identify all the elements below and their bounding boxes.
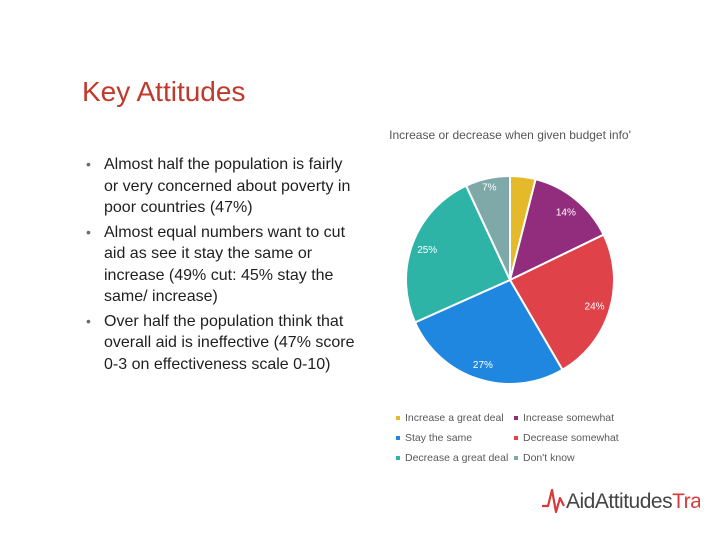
pie-label: 24% [585,302,605,313]
legend-item: Increase a great deal [396,412,514,424]
legend-swatch [396,416,400,420]
pie-label: 7% [482,183,497,194]
legend-item: Decrease somewhat [514,432,674,444]
legend-item: Increase somewhat [514,412,674,424]
aid-attitudes-tracker-logo: AidAttitudesTracker [540,484,720,522]
legend-swatch [396,436,400,440]
legend-swatch [514,416,518,420]
legend-item: Decrease a great deal [396,452,514,464]
pie-slice-don-t-know [464,174,511,281]
pie-chart: 4% 14% 24% 27% 25% 7% [405,168,615,385]
legend-label: Increase somewhat [523,412,615,424]
slide-title: Key Attitudes [82,76,246,107]
pie-label: 27% [473,360,493,371]
bullet-dot-icon: • [86,223,91,240]
bullet-text: Almost half the population is fairly or … [104,156,351,216]
legend-swatch [514,456,518,460]
bullet-text: Over half the population think that over… [104,312,355,373]
legend-swatch [514,436,518,440]
pie-slice-decrease-somewhat [508,233,615,372]
bullet-item: • Over half the population think that ov… [80,311,360,376]
logo-text: AidAttitudesTracker [566,490,700,513]
pie-label: 25% [417,245,437,256]
bullet-list: • Almost half the population is fairly o… [80,154,360,378]
logo-graphic: AidAttitudesTracker [542,488,720,514]
legend-label: Decrease a great deal [405,452,509,464]
legend-label: Stay the same [405,432,473,444]
bullet-text: Almost equal numbers want to cut aid as … [104,223,346,306]
bullet-item: • Almost half the population is fairly o… [80,154,360,219]
pie-label: 14% [556,208,576,219]
pie-label: 4% [516,168,531,179]
bullet-item: • Almost equal numbers want to cut aid a… [80,222,360,308]
legend-swatch [396,456,400,460]
legend-item: Stay the same [396,432,514,444]
pie-slice-increase-somewhat [508,177,605,282]
bullet-dot-icon: • [86,312,91,329]
legend-item: Don't know [514,452,674,464]
legend-label: Increase a great deal [405,412,504,424]
legend-label: Don't know [523,452,575,464]
pie-slice-decrease-a-great-deal [405,184,512,324]
bullet-dot-icon: • [86,156,91,172]
chart-legend: Increase a great deal Increase somewhat St… [396,412,696,464]
legend-label: Decrease somewhat [523,432,619,444]
chart-title: Increase or decrease when given budget i… [389,128,631,142]
